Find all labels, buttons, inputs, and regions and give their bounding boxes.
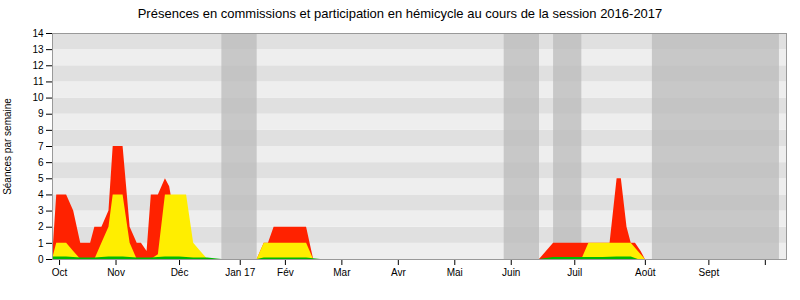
svg-text:Août: Août bbox=[635, 267, 656, 278]
svg-text:Avr: Avr bbox=[391, 267, 406, 278]
svg-text:0: 0 bbox=[38, 254, 44, 265]
svg-text:2: 2 bbox=[38, 221, 44, 232]
svg-text:Mar: Mar bbox=[333, 267, 351, 278]
svg-text:Sept: Sept bbox=[699, 267, 720, 278]
svg-text:Mai: Mai bbox=[447, 267, 463, 278]
svg-text:Oct: Oct bbox=[52, 267, 68, 278]
svg-text:5: 5 bbox=[38, 173, 44, 184]
svg-text:Jan 17: Jan 17 bbox=[225, 267, 255, 278]
svg-text:13: 13 bbox=[32, 44, 44, 55]
svg-text:Juin: Juin bbox=[502, 267, 520, 278]
svg-text:6: 6 bbox=[38, 157, 44, 168]
svg-text:10: 10 bbox=[32, 92, 44, 103]
svg-text:14: 14 bbox=[32, 28, 44, 39]
svg-text:Fév: Fév bbox=[277, 267, 294, 278]
svg-text:9: 9 bbox=[38, 108, 44, 119]
html-text:Présences en commissions et pa: Présences en commissions et participatio… bbox=[137, 6, 663, 21]
svg-text:12: 12 bbox=[32, 60, 44, 71]
svg-text:4: 4 bbox=[38, 189, 44, 200]
svg-text:11: 11 bbox=[33, 76, 44, 87]
svg-text:Nov: Nov bbox=[107, 267, 125, 278]
svg-text:3: 3 bbox=[38, 205, 44, 216]
svg-text:7: 7 bbox=[38, 141, 44, 152]
svg-text:8: 8 bbox=[38, 125, 44, 136]
svg-text:Déc: Déc bbox=[171, 267, 189, 278]
svg-text:Juil: Juil bbox=[567, 267, 582, 278]
svg-text:1: 1 bbox=[38, 238, 44, 249]
svg-text:Séances par semaine: Séances par semaine bbox=[2, 98, 13, 195]
